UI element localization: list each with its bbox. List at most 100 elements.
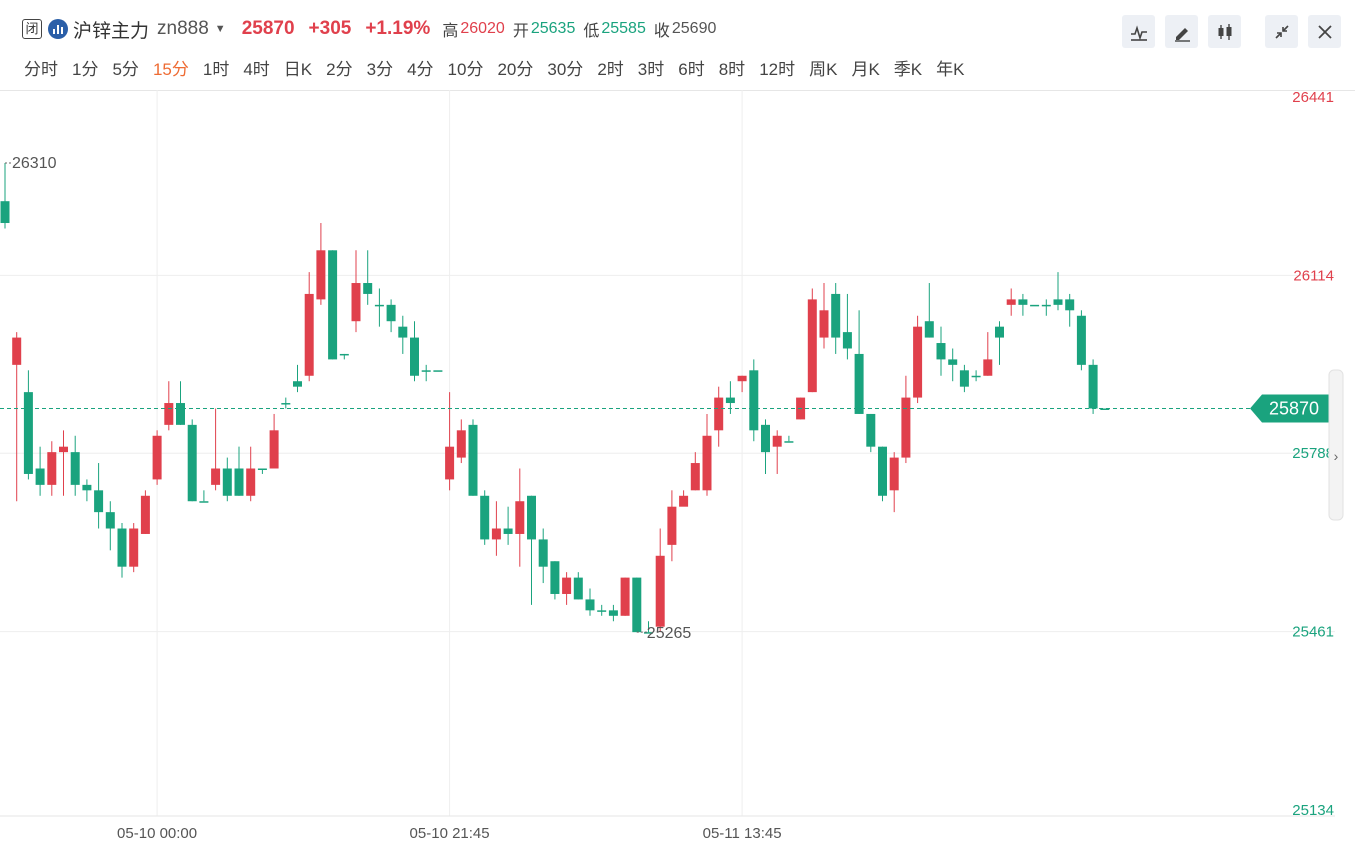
- tab-timeframe[interactable]: 3分: [366, 59, 394, 79]
- tab-timeframe[interactable]: 10分: [447, 59, 484, 79]
- tab-timeframe[interactable]: 20分: [497, 59, 534, 79]
- tab-timeframe[interactable]: 1分: [72, 59, 99, 79]
- candle-body: [140, 495, 150, 534]
- candle-body: [269, 430, 279, 469]
- chevron-right-icon[interactable]: ›: [1334, 448, 1339, 464]
- candle-body: [82, 484, 92, 491]
- candle-body: [679, 495, 689, 507]
- candle-body: [854, 353, 864, 414]
- candle-body: [1053, 299, 1063, 305]
- candle-body: [304, 293, 314, 376]
- high-label: 高: [442, 23, 459, 40]
- candle-body: [585, 599, 595, 611]
- candle-body: [936, 343, 946, 360]
- high-value: 26020: [460, 20, 505, 37]
- chevron-down-icon[interactable]: ▼: [214, 23, 226, 35]
- candle-body: [538, 539, 548, 567]
- candle-body: [562, 577, 572, 594]
- pencil-icon: [1174, 27, 1190, 42]
- candle-body: [117, 528, 127, 567]
- candle-body: [339, 353, 349, 356]
- instrument-name[interactable]: 沪锌主力: [73, 20, 150, 42]
- tab-timeframe[interactable]: 年K: [936, 59, 965, 79]
- collapse-button[interactable]: [1265, 15, 1298, 48]
- instrument-code[interactable]: zn888: [157, 18, 209, 39]
- candle-body: [842, 332, 852, 349]
- candle-body: [1030, 304, 1040, 307]
- tab-timeframe[interactable]: 分时: [24, 59, 58, 79]
- y-tick-label: 26441: [1292, 90, 1334, 106]
- candle-body: [164, 403, 174, 425]
- candle-body: [725, 397, 735, 404]
- candle-body: [35, 468, 45, 485]
- candle-body: [1100, 408, 1110, 410]
- candle-body: [257, 468, 267, 471]
- tab-timeframe[interactable]: 4时: [243, 59, 270, 79]
- line-chart-button[interactable]: [1122, 15, 1155, 48]
- candle-body: [761, 424, 770, 453]
- candle-body: [889, 457, 899, 491]
- candle-body: [421, 370, 431, 372]
- tab-timeframe[interactable]: 5分: [112, 59, 139, 79]
- candle-body: [878, 446, 887, 496]
- current-price-label: 25870: [1269, 398, 1319, 418]
- tab-timeframe[interactable]: 15分: [152, 59, 189, 79]
- tab-timeframe[interactable]: 12时: [759, 59, 796, 79]
- candle-body: [597, 610, 607, 612]
- draw-tool-button[interactable]: [1165, 15, 1198, 48]
- candle-body: [59, 446, 68, 453]
- candle-body: [94, 490, 104, 513]
- tab-timeframe[interactable]: 1时: [202, 59, 230, 79]
- candle-body: [374, 304, 384, 307]
- tab-timeframe[interactable]: 4分: [407, 59, 434, 79]
- candle-body: [608, 610, 618, 616]
- candle-body: [199, 501, 209, 503]
- tab-timeframe[interactable]: 月K: [851, 59, 880, 79]
- tab-timeframe[interactable]: 6时: [678, 59, 705, 79]
- quote-row: 闭 沪锌主力 zn888 ▼ 25870 +305 +1.19% 高 26020…: [22, 14, 724, 44]
- tab-timeframe[interactable]: 3时: [637, 59, 665, 79]
- chart-logo-icon: [48, 19, 68, 39]
- candle-body: [246, 468, 256, 496]
- candle-body: [433, 370, 443, 372]
- candle-body: [351, 283, 361, 322]
- candle-body: [445, 446, 455, 480]
- candle-body: [702, 435, 712, 491]
- candle-body: [222, 468, 232, 496]
- current-price-marker: [1250, 394, 1330, 423]
- tab-timeframe[interactable]: 日K: [283, 59, 313, 79]
- candle-body: [948, 359, 958, 365]
- candle-body: [211, 468, 221, 485]
- tab-timeframe[interactable]: 2时: [597, 59, 624, 79]
- scroll-handle[interactable]: [1328, 369, 1344, 521]
- candle-body: [655, 555, 665, 627]
- close-button[interactable]: [1308, 15, 1341, 48]
- candlestick-button[interactable]: [1208, 15, 1241, 48]
- candle-body: [1006, 299, 1016, 305]
- x-tick-label: 05-10 21:45: [410, 825, 490, 842]
- candle-body: [620, 577, 630, 616]
- candle-body: [819, 310, 829, 338]
- open-value: 25635: [530, 20, 576, 37]
- low-label: 低: [583, 23, 600, 40]
- candle-body: [468, 424, 478, 496]
- candle-body: [515, 501, 525, 534]
- close-label: 收: [653, 23, 670, 40]
- candle-body: [328, 250, 338, 360]
- candle-body: [772, 435, 782, 447]
- tab-timeframe[interactable]: 2分: [326, 59, 353, 79]
- candle-body: [831, 293, 841, 338]
- candle-body: [690, 463, 700, 491]
- candle-body: [632, 577, 642, 633]
- candle-body: [105, 512, 115, 529]
- candle-body: [281, 403, 291, 405]
- tab-timeframe[interactable]: 8时: [718, 59, 746, 79]
- candle-body: [176, 403, 185, 425]
- x-tick-label: 05-10 00:00: [117, 825, 197, 842]
- candle-body: [913, 326, 923, 398]
- tab-timeframe[interactable]: 周K: [809, 59, 838, 79]
- tab-timeframe[interactable]: 30分: [547, 59, 584, 79]
- tab-timeframe[interactable]: 季K: [893, 59, 923, 79]
- candle-body: [737, 375, 747, 382]
- candlestick-chart[interactable]: 26441 26114 25788 25461 25134 05-10 00:00 05-1…: [0, 90, 1355, 846]
